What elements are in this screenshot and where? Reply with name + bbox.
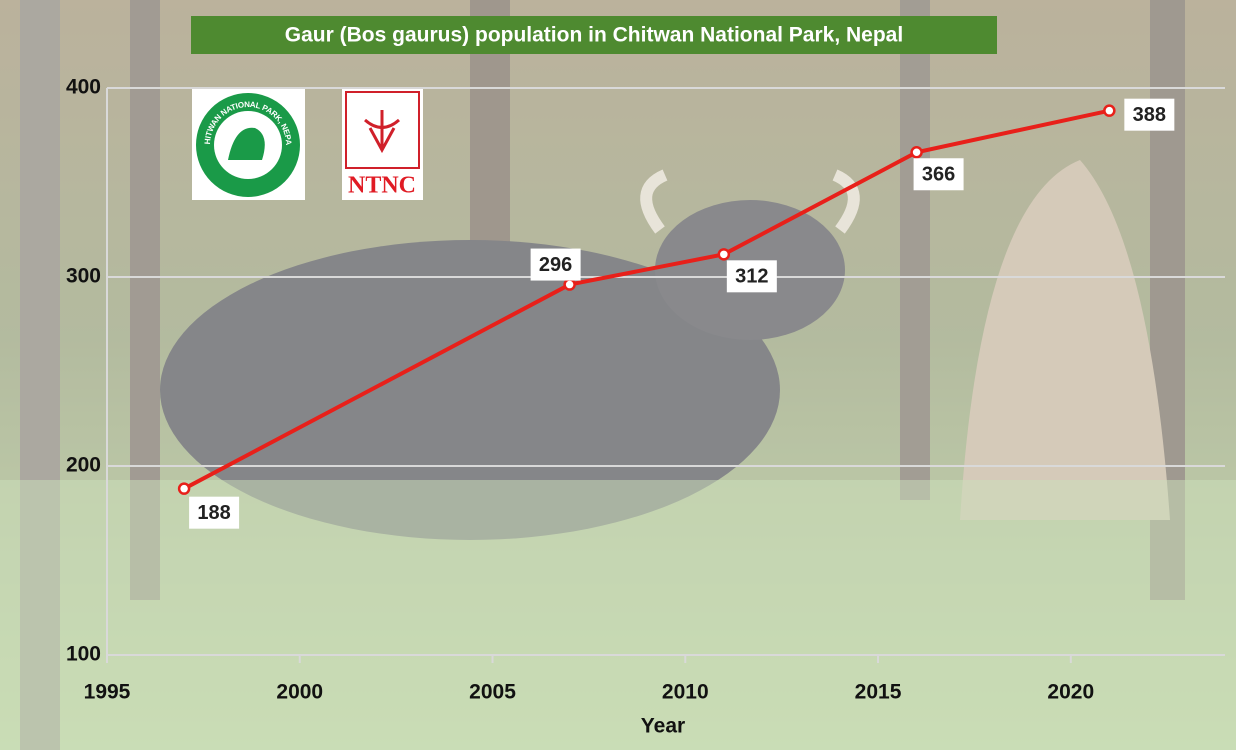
data-label: 296 [539, 254, 572, 276]
x-tick-label: 1995 [84, 681, 131, 704]
logo-ntnc: NTNC [342, 88, 423, 200]
x-tick-label: 2005 [469, 681, 516, 704]
background-photo [0, 0, 1236, 750]
chart: Gaur (Bos gaurus) population in Chitwan … [0, 0, 1236, 750]
data-point [565, 280, 575, 290]
x-tick-label: 2020 [1047, 681, 1094, 704]
x-tick-label: 2015 [855, 681, 902, 704]
data-label: 366 [922, 164, 955, 186]
y-tick-label: 100 [66, 643, 101, 666]
data-point [912, 147, 922, 157]
data-label: 388 [1133, 104, 1166, 126]
y-tick-label: 400 [66, 76, 101, 99]
y-tick-label: 300 [66, 265, 101, 288]
data-point [719, 249, 729, 259]
data-label: 188 [197, 502, 230, 524]
data-label: 312 [735, 266, 768, 288]
x-tick-label: 2010 [662, 681, 709, 704]
data-point [179, 484, 189, 494]
logo-text: NTNC [348, 173, 416, 199]
data-point [1104, 106, 1114, 116]
x-axis-label: Year [641, 715, 685, 738]
x-tick-label: 2000 [276, 681, 323, 704]
chart-title: Gaur (Bos gaurus) population in Chitwan … [285, 24, 903, 47]
y-tick-label: 200 [66, 454, 101, 477]
